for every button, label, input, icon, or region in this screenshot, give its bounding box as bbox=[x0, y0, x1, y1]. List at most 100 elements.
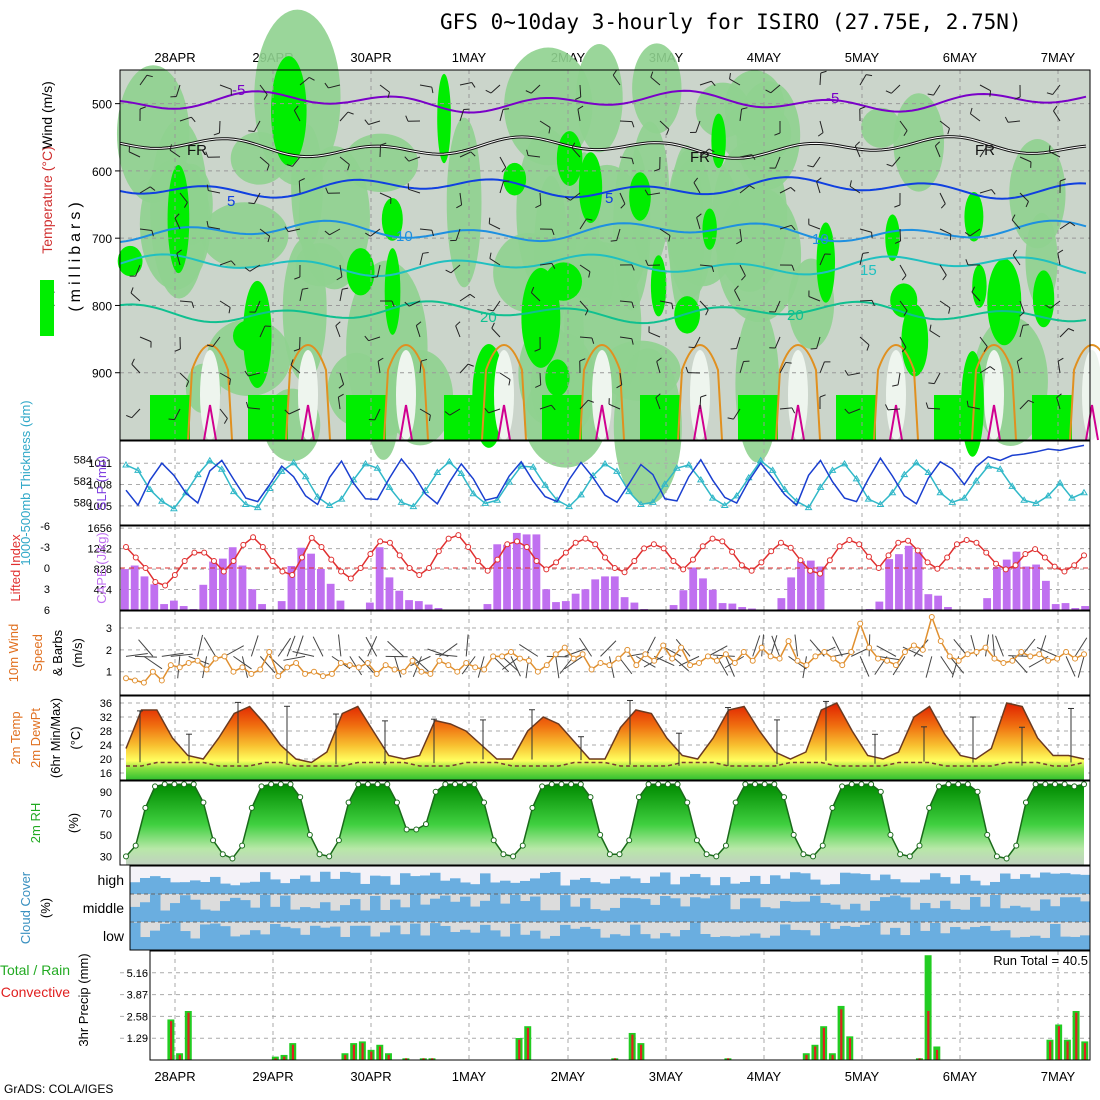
lifted-index-line-marker bbox=[953, 541, 960, 548]
cloud-bar bbox=[130, 922, 141, 950]
wind-barb bbox=[431, 230, 434, 237]
wind-barb bbox=[284, 409, 290, 415]
wind-speed-line-marker bbox=[1081, 651, 1087, 658]
cloud-bar bbox=[930, 908, 941, 922]
cloud-bar bbox=[310, 925, 321, 950]
wind-speed-line-marker bbox=[445, 662, 452, 669]
wind-barb bbox=[685, 366, 689, 373]
rh-contour-high bbox=[964, 192, 984, 242]
cloud-bar bbox=[310, 908, 321, 922]
wind-barb bbox=[176, 253, 181, 266]
lifted-index-line-marker bbox=[738, 562, 745, 569]
wind-barb bbox=[577, 109, 581, 122]
cape-bar bbox=[679, 590, 688, 610]
wind-barb bbox=[130, 292, 141, 302]
wind-speed-line-marker bbox=[803, 662, 810, 669]
wind-speed-line-marker bbox=[633, 662, 640, 669]
thickness-line-marker bbox=[876, 500, 885, 507]
wind-speed-line-marker bbox=[176, 664, 183, 671]
wind-barb bbox=[645, 259, 649, 266]
wind-barb bbox=[125, 652, 148, 657]
cloud-bar bbox=[420, 904, 431, 922]
cloud-bar bbox=[550, 935, 561, 950]
wind-barb bbox=[631, 121, 635, 128]
wind-barb bbox=[492, 300, 501, 312]
rh-line-marker bbox=[877, 788, 884, 795]
wind-barb bbox=[779, 224, 792, 230]
cloud-bar bbox=[400, 934, 411, 950]
cloud-bar bbox=[990, 894, 1001, 922]
cape-bar bbox=[669, 605, 678, 610]
thickness-line-marker bbox=[1044, 491, 1052, 499]
cape-bar bbox=[904, 545, 913, 610]
cloud-bar bbox=[170, 903, 181, 922]
wind-barb bbox=[139, 336, 152, 343]
cloud-bar bbox=[150, 876, 161, 894]
wind-barb bbox=[203, 637, 216, 657]
temp-label: (6hr Min/Max) bbox=[48, 698, 63, 778]
cloud-bar bbox=[630, 924, 641, 950]
cloud-bar bbox=[870, 922, 881, 950]
cloud-bar bbox=[180, 931, 191, 950]
wind-speed-line-marker bbox=[857, 620, 864, 627]
thickness-line-marker bbox=[948, 498, 957, 505]
cape-bar bbox=[1032, 564, 1041, 610]
cape-bar bbox=[512, 532, 521, 610]
rh-line-marker bbox=[829, 804, 836, 811]
cloud-bar bbox=[620, 897, 631, 922]
rh-contour-high bbox=[738, 395, 778, 440]
rh-line-marker bbox=[432, 788, 439, 795]
cloud-bar bbox=[340, 905, 351, 922]
wind-barb bbox=[579, 358, 586, 362]
rh-dry-area bbox=[396, 350, 416, 440]
wind-barb bbox=[329, 228, 341, 236]
wind-barb bbox=[484, 407, 490, 414]
wind-speed-line-marker bbox=[919, 646, 926, 653]
wind-barb bbox=[387, 92, 391, 99]
wind-barb bbox=[387, 640, 404, 657]
cape-bar bbox=[385, 577, 394, 610]
wind-barb bbox=[696, 213, 702, 218]
cloud-bar bbox=[910, 922, 921, 950]
cloud-bar bbox=[410, 894, 421, 922]
cape-tick-label: 1242 bbox=[88, 544, 112, 556]
wind-barb bbox=[678, 655, 700, 667]
cloud-bar bbox=[590, 909, 601, 922]
wind-barb bbox=[791, 407, 796, 414]
wind-barb bbox=[126, 414, 132, 419]
cloud-bar bbox=[970, 927, 981, 950]
wind-speed-line-marker bbox=[1027, 653, 1034, 660]
wind-barb bbox=[734, 285, 739, 291]
wind-speed-line-marker bbox=[615, 655, 622, 662]
wind-speed-line-marker bbox=[1018, 649, 1025, 655]
rh-line-marker bbox=[713, 853, 720, 860]
temperature-contour bbox=[791, 404, 805, 441]
lifted-index-line-marker bbox=[377, 538, 384, 545]
rh-contour-high bbox=[381, 197, 403, 241]
cloud-bar bbox=[720, 894, 731, 922]
wind-barb bbox=[862, 252, 869, 254]
wind-barb bbox=[499, 109, 504, 122]
cape-li-panel: 414 828 1242 1656 6 3 0 -3 -6 CAPE (J/kg) Lifted I… bbox=[8, 521, 1091, 617]
cloud-bar bbox=[950, 883, 961, 894]
cape-bar bbox=[934, 595, 943, 610]
cloud-bar bbox=[310, 881, 321, 894]
lifted-index-line-marker bbox=[611, 565, 618, 571]
lifted-index-line-marker bbox=[220, 568, 227, 575]
cloud-bar bbox=[900, 935, 911, 950]
cloud-bar bbox=[550, 910, 561, 922]
wind-barb bbox=[948, 307, 951, 314]
wind-speed-line-marker bbox=[239, 664, 246, 671]
wind-barb bbox=[531, 292, 541, 302]
cloud-bar bbox=[890, 927, 901, 950]
cloud-bar bbox=[1050, 924, 1061, 950]
cloud-bar bbox=[390, 884, 401, 894]
cloud-bar bbox=[680, 930, 691, 950]
thickness-line-marker bbox=[373, 464, 382, 471]
precip-conv-bar bbox=[283, 1056, 286, 1060]
wind-barb bbox=[416, 321, 422, 326]
wind-speed-line-marker bbox=[669, 655, 676, 662]
lifted-index-line-marker bbox=[445, 535, 452, 542]
wind-barb bbox=[656, 357, 662, 362]
wind-barb bbox=[391, 300, 395, 307]
